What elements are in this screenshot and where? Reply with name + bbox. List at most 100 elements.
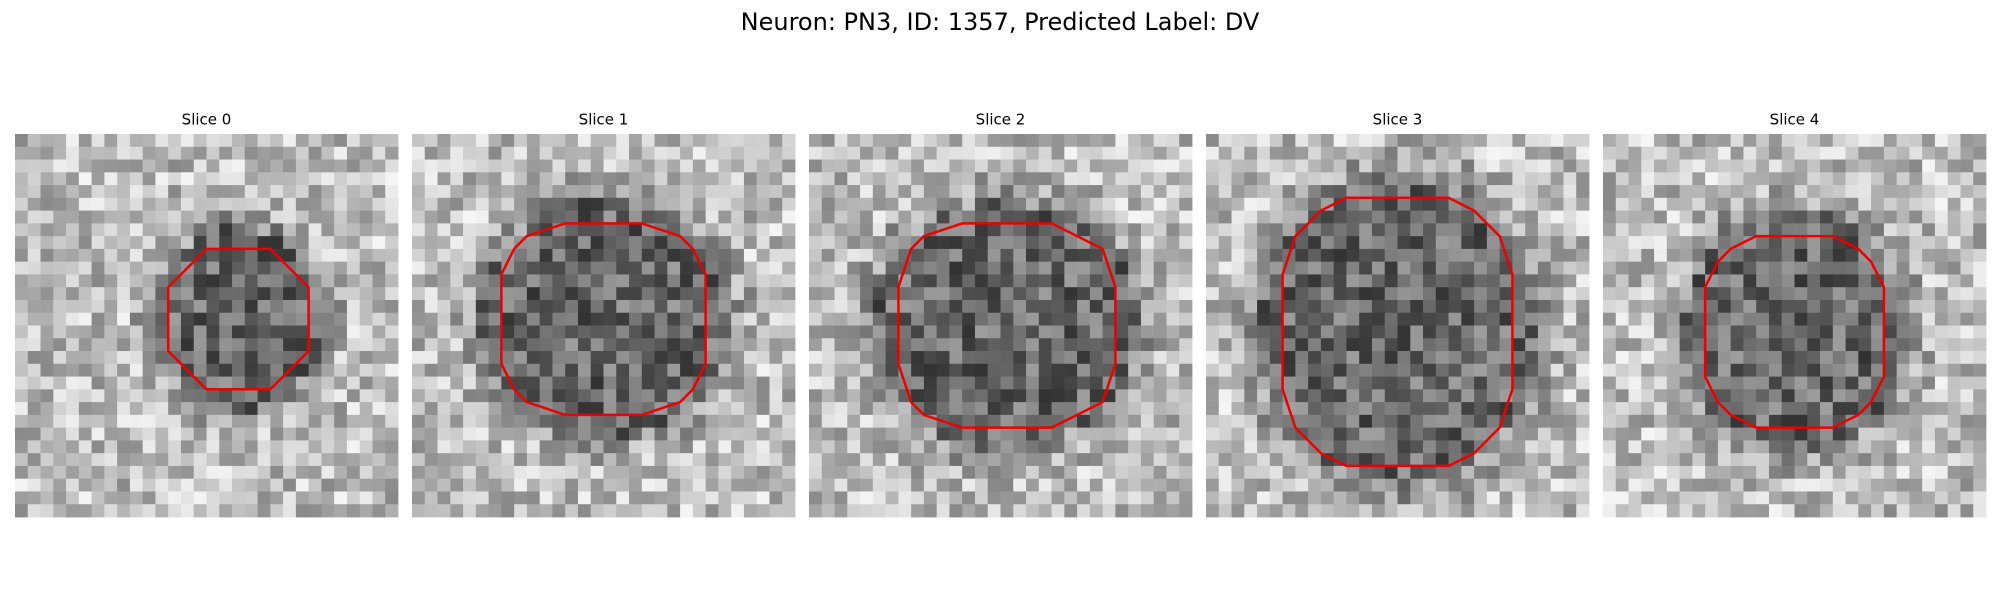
pixel — [718, 427, 732, 441]
pixel — [244, 299, 258, 314]
pixel — [1371, 159, 1386, 173]
pixel — [769, 287, 783, 301]
pixel — [450, 172, 464, 186]
pixel — [1615, 453, 1629, 467]
pixel — [1051, 248, 1065, 263]
pixel — [1474, 363, 1488, 377]
pixel — [962, 172, 976, 186]
pixel — [334, 197, 348, 211]
pixel — [1295, 197, 1309, 211]
pixel — [1064, 210, 1078, 224]
pixel — [219, 427, 233, 441]
pixel — [1231, 210, 1245, 224]
pixel — [936, 312, 950, 326]
pixel — [847, 402, 861, 416]
pixel — [1013, 338, 1027, 352]
pixel — [450, 414, 464, 429]
pixel — [257, 172, 271, 186]
pixel — [1064, 402, 1078, 416]
pixel — [1166, 134, 1180, 148]
pixel — [1871, 159, 1885, 173]
pixel — [270, 172, 284, 186]
pixel — [1474, 312, 1488, 326]
pixel — [40, 504, 54, 518]
pixel — [53, 159, 67, 173]
pixel — [1000, 223, 1014, 237]
pixel — [424, 351, 438, 365]
pixel — [40, 402, 54, 416]
pixel — [705, 465, 719, 480]
pixel — [193, 299, 207, 314]
pixel — [155, 159, 169, 173]
pixel — [1832, 274, 1846, 288]
pixel — [321, 414, 335, 429]
pixel — [1474, 197, 1488, 211]
pixel — [1038, 134, 1052, 148]
pixel — [488, 197, 502, 211]
pixel — [1705, 236, 1719, 250]
pixel — [1179, 325, 1193, 339]
pixel — [180, 440, 195, 454]
pixel — [565, 491, 579, 505]
pixel — [1206, 172, 1220, 186]
pixel — [782, 146, 796, 160]
pixel — [1089, 414, 1104, 429]
pixel — [898, 236, 912, 250]
pixel — [603, 376, 617, 390]
pixel — [1423, 453, 1437, 467]
pixel — [142, 389, 156, 403]
pixel — [1333, 299, 1347, 314]
pixel — [1807, 402, 1821, 416]
pixel — [1333, 440, 1347, 454]
pixel — [565, 504, 579, 518]
pixel — [180, 478, 195, 492]
pixel — [1525, 453, 1539, 467]
pixel — [1461, 338, 1475, 352]
pixel — [667, 172, 681, 186]
pixel — [514, 491, 528, 505]
pixel — [1883, 299, 1898, 314]
pixel — [1282, 491, 1296, 505]
pixel — [1166, 351, 1180, 365]
pixel — [872, 159, 886, 173]
pixel — [117, 414, 131, 429]
pixel — [872, 363, 886, 377]
pixel — [1922, 146, 1936, 160]
pixel — [1628, 389, 1642, 403]
pixel — [1845, 440, 1859, 454]
pixel — [1269, 504, 1283, 518]
pixel — [1871, 440, 1885, 454]
pixel — [53, 414, 67, 429]
pixel — [346, 274, 361, 288]
pixel — [1269, 325, 1283, 339]
pixel — [1486, 146, 1501, 160]
pixel — [1550, 427, 1564, 441]
pixel — [1102, 427, 1116, 441]
pixel — [385, 440, 399, 454]
pixel — [1781, 248, 1795, 263]
pixel — [1934, 440, 1949, 454]
pixel — [1871, 453, 1885, 467]
pixel — [78, 453, 92, 467]
pixel — [1140, 274, 1155, 288]
pixel — [821, 376, 835, 390]
pixel — [180, 427, 195, 441]
pixel — [488, 325, 502, 339]
pixel — [1064, 363, 1078, 377]
pixel — [66, 414, 80, 429]
pixel — [1576, 172, 1590, 186]
pixel — [872, 248, 886, 263]
pixel — [1525, 248, 1539, 263]
pixel — [577, 146, 592, 160]
pixel — [705, 248, 719, 263]
pixel — [667, 414, 681, 429]
pixel — [680, 465, 694, 480]
pixel — [168, 389, 182, 403]
pixel — [283, 504, 297, 518]
pixel — [1153, 491, 1167, 505]
pixel — [1858, 351, 1872, 365]
pixel — [1026, 389, 1040, 403]
pixel — [616, 440, 630, 454]
pixel — [1320, 248, 1335, 263]
pixel — [1448, 223, 1462, 237]
